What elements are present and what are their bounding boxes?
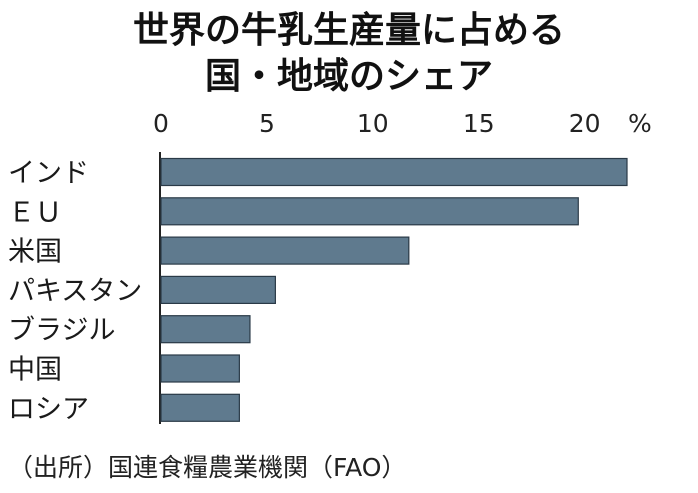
category-label-0: インド xyxy=(8,158,89,189)
bars xyxy=(160,157,628,422)
bar-2 xyxy=(160,236,410,265)
category-label-4: ブラジル xyxy=(8,315,115,346)
unit-label: % xyxy=(628,109,652,138)
category-label-5: 中国 xyxy=(8,355,62,386)
bar-3 xyxy=(160,275,276,304)
x-tick-label-0: 0 xyxy=(153,109,169,138)
x-tick-label-3: 15 xyxy=(463,109,495,138)
category-label-2: 米国 xyxy=(8,237,62,268)
x-tick-label-4: 20 xyxy=(569,109,601,138)
x-tick-label-2: 10 xyxy=(357,109,389,138)
bar-6 xyxy=(160,393,240,422)
category-label-6: ロシア xyxy=(8,394,89,425)
category-label-3: パキスタン xyxy=(8,276,142,307)
source-note: （出所）国連食糧農業機関（FAO） xyxy=(8,453,406,482)
bar-5 xyxy=(160,354,240,383)
bar-1 xyxy=(160,197,579,226)
bar-0 xyxy=(160,157,628,187)
x-tick-label-1: 5 xyxy=(259,109,275,138)
chart-title-line-1: 世界の牛乳生産量に占める xyxy=(133,10,565,51)
chart-title-line-2: 国・地域のシェア xyxy=(205,56,493,97)
category-label-1: ＥＵ xyxy=(8,197,62,228)
bar-4 xyxy=(160,315,251,344)
x-axis-ticks: 0 5 10 15 20 xyxy=(153,109,600,138)
